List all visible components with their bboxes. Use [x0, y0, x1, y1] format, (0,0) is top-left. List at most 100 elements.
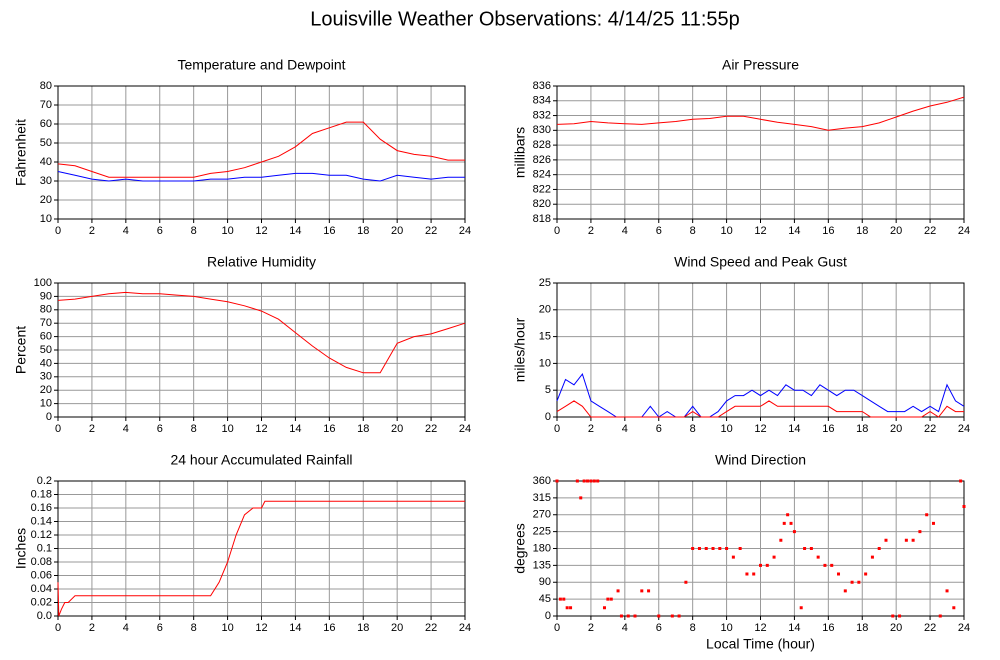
plot-border — [556, 282, 965, 418]
x-tick-label: 8 — [690, 622, 696, 634]
x-tick-label: 20 — [890, 622, 902, 634]
x-tick-label: 18 — [856, 622, 868, 634]
y-tick-label: 836 — [533, 80, 551, 92]
y-tick-label: 225 — [533, 526, 551, 538]
point — [782, 521, 786, 525]
y-tick-label: 135 — [533, 559, 551, 571]
x-tick-label: 14 — [289, 225, 301, 237]
x-tick-label: 2 — [588, 622, 594, 634]
point — [816, 555, 820, 559]
point — [945, 589, 949, 593]
series-line — [57, 171, 465, 182]
x-tick-label: 10 — [720, 622, 732, 634]
point — [592, 479, 596, 483]
x-tick-label: 2 — [89, 423, 95, 435]
y-tick-label: 828 — [533, 139, 551, 151]
point — [684, 580, 688, 584]
x-tick-label: 0 — [55, 423, 61, 435]
y-axis-label: Inches — [13, 528, 29, 569]
point — [657, 614, 661, 618]
y-tick-label: 0.02 — [31, 596, 52, 608]
x-tick-label: 8 — [690, 423, 696, 435]
y-tick-label: 80 — [40, 80, 52, 92]
x-tick-label: 18 — [856, 225, 868, 237]
x-tick-label: 24 — [459, 622, 471, 634]
y-tick-label: 315 — [533, 492, 551, 504]
y-tick-label: 0.08 — [31, 556, 52, 568]
point — [779, 538, 783, 542]
point — [952, 606, 956, 610]
x-tick-label: 10 — [221, 225, 233, 237]
point — [626, 614, 630, 618]
y-tick-label: 0.1 — [37, 542, 52, 554]
x-tick-label: 6 — [656, 225, 662, 237]
y-axis-label: degrees — [512, 523, 528, 574]
x-tick-label: 24 — [459, 225, 471, 237]
series-line — [57, 500, 465, 617]
y-tick-label: 180 — [533, 542, 551, 554]
series-line — [556, 96, 965, 131]
x-tick-label: 0 — [554, 423, 560, 435]
chart-title: Wind Direction — [715, 452, 806, 468]
x-tick-label: 22 — [924, 622, 936, 634]
x-tick-label: 10 — [221, 423, 233, 435]
point — [877, 547, 881, 550]
series-line — [57, 121, 465, 178]
x-tick-label: 14 — [788, 622, 800, 634]
point — [850, 580, 854, 584]
point — [596, 479, 600, 483]
x-tick-label: 16 — [822, 423, 834, 435]
x-tick-label: 20 — [391, 225, 403, 237]
y-tick-label: 30 — [40, 175, 52, 187]
point — [582, 479, 586, 483]
y-tick-label: 0.0 — [37, 610, 52, 622]
y-tick-label: 822 — [533, 183, 551, 195]
y-tick-label: 0.12 — [31, 529, 52, 541]
x-tick-label: 2 — [89, 225, 95, 237]
y-tick-label: 100 — [34, 277, 52, 289]
y-tick-label: 10 — [40, 398, 52, 410]
point — [904, 538, 908, 542]
y-tick-label: 0.14 — [31, 515, 52, 527]
y-tick-label: 0.18 — [31, 488, 52, 500]
x-tick-label: 6 — [157, 622, 163, 634]
y-tick-label: 70 — [40, 317, 52, 329]
y-tick-label: 20 — [40, 384, 52, 396]
point — [562, 597, 566, 601]
x-tick-label: 22 — [924, 225, 936, 237]
point — [925, 513, 929, 517]
point — [823, 563, 827, 567]
point — [738, 547, 742, 550]
plot-border — [556, 85, 965, 220]
point — [809, 547, 813, 550]
x-tick-label: 12 — [754, 622, 766, 634]
y-tick-label: 70 — [40, 99, 52, 111]
point — [725, 547, 729, 550]
point — [792, 530, 796, 534]
x-tick-label: 16 — [822, 622, 834, 634]
x-tick-label: 4 — [123, 225, 129, 237]
x-tick-label: 0 — [55, 225, 61, 237]
y-tick-label: 60 — [40, 331, 52, 343]
x-tick-label: 12 — [754, 225, 766, 237]
x-tick-label: 24 — [958, 225, 970, 237]
x-tick-label: 4 — [622, 225, 628, 237]
page-title: Louisville Weather Observations: 4/14/25… — [310, 8, 740, 30]
point — [670, 614, 674, 618]
x-tick-label: 4 — [123, 622, 129, 634]
point — [569, 606, 573, 610]
x-tick-label: 0 — [55, 622, 61, 634]
y-axis-label: Percent — [13, 326, 29, 374]
point — [789, 521, 793, 525]
plot-border — [57, 85, 466, 220]
x-tick-label: 16 — [323, 622, 335, 634]
y-tick-label: 820 — [533, 198, 551, 210]
y-tick-label: 20 — [539, 304, 551, 316]
y-tick-label: 0 — [545, 610, 551, 622]
x-tick-label: 16 — [822, 225, 834, 237]
y-tick-label: 830 — [533, 124, 551, 136]
y-axis-label: miles/hour — [512, 317, 528, 382]
x-tick-label: 0 — [554, 622, 560, 634]
point — [745, 572, 749, 576]
point — [731, 555, 735, 559]
